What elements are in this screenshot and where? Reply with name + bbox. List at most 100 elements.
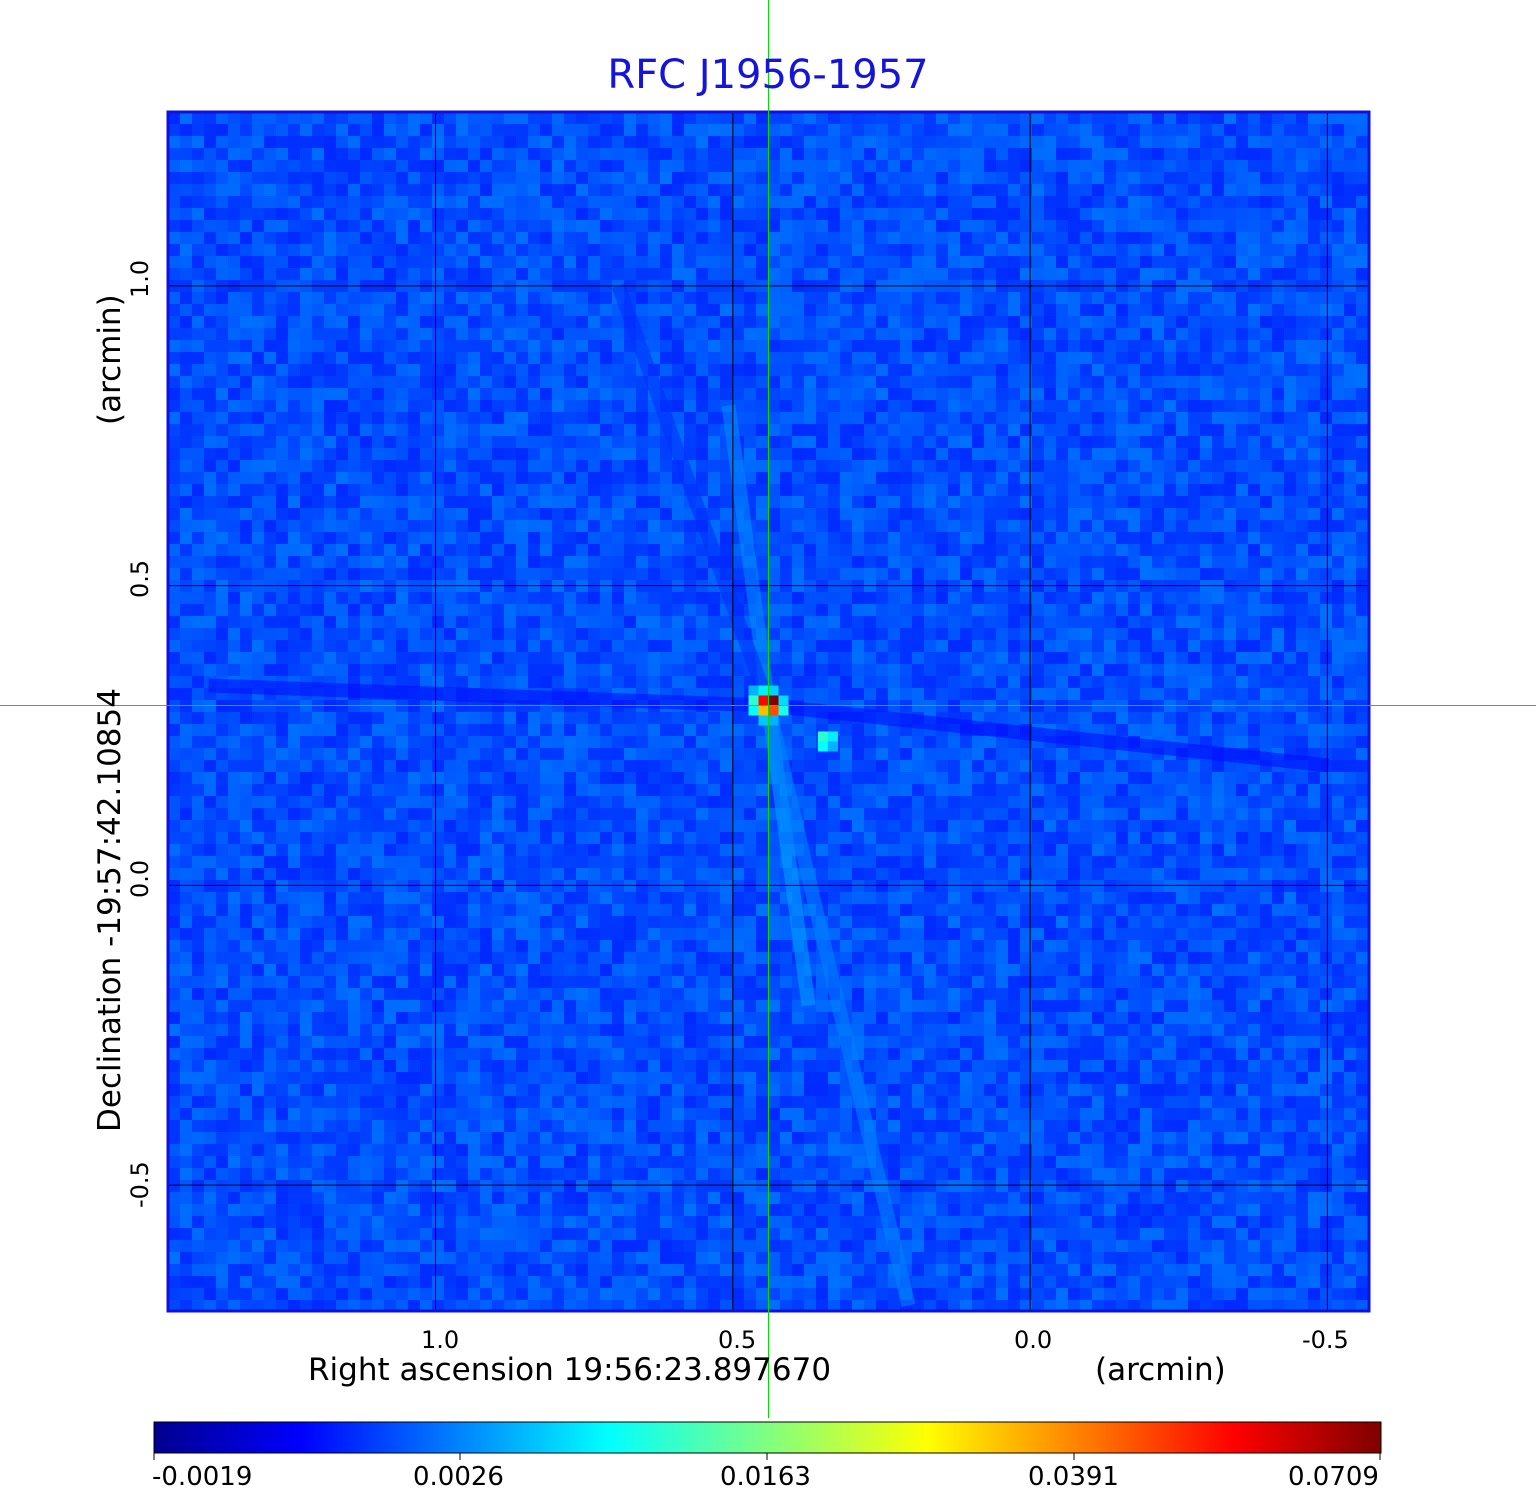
map-pixel: [780, 628, 792, 640]
map-pixel: [1296, 184, 1308, 196]
map-pixel: [288, 292, 300, 304]
map-pixel: [372, 340, 384, 352]
map-pixel: [168, 496, 180, 508]
map-pixel: [228, 196, 240, 208]
map-pixel: [228, 172, 240, 184]
map-pixel: [732, 136, 744, 148]
map-pixel: [1020, 292, 1032, 304]
map-pixel: [1164, 112, 1176, 124]
map-pixel: [1056, 604, 1068, 616]
map-pixel: [756, 208, 768, 220]
map-pixel: [588, 556, 600, 568]
map-pixel: [204, 388, 216, 400]
map-pixel: [816, 424, 828, 436]
map-pixel: [252, 160, 264, 172]
map-pixel: [348, 340, 360, 352]
map-pixel: [828, 604, 840, 616]
map-pixel: [528, 112, 540, 124]
map-pixel: [636, 196, 648, 208]
map-pixel: [1236, 592, 1248, 604]
map-pixel: [672, 328, 684, 340]
map-pixel: [1356, 640, 1368, 652]
map-pixel: [204, 136, 216, 148]
map-pixel: [408, 244, 420, 256]
map-pixel: [1080, 460, 1092, 472]
map-pixel: [840, 328, 852, 340]
map-pixel: [456, 388, 468, 400]
map-pixel: [228, 664, 240, 676]
map-pixel: [720, 244, 732, 256]
map-pixel: [372, 232, 384, 244]
map-pixel: [1164, 544, 1176, 556]
map-pixel: [1356, 256, 1368, 268]
map-pixel: [756, 568, 768, 580]
map-pixel: [1356, 424, 1368, 436]
map-pixel: [828, 376, 840, 388]
map-pixel: [996, 364, 1008, 376]
map-pixel: [348, 292, 360, 304]
map-pixel: [1344, 496, 1356, 508]
map-pixel: [216, 256, 228, 268]
map-pixel: [192, 352, 204, 364]
map-pixel: [588, 316, 600, 328]
map-pixel: [168, 484, 180, 496]
map-pixel: [1320, 628, 1332, 640]
map-pixel: [1020, 676, 1032, 688]
map-pixel: [828, 496, 840, 508]
map-pixel: [1068, 148, 1080, 160]
map-pixel: [408, 184, 420, 196]
map-pixel: [1044, 508, 1056, 520]
map-pixel: [744, 256, 756, 268]
map-pixel: [912, 328, 924, 340]
map-pixel: [1296, 232, 1308, 244]
map-pixel: [1224, 652, 1236, 664]
map-pixel: [696, 592, 708, 604]
map-pixel: [804, 196, 816, 208]
map-pixel: [1320, 124, 1332, 136]
map-pixel: [984, 688, 996, 700]
map-pixel: [1104, 172, 1116, 184]
map-pixel: [1212, 208, 1224, 220]
map-pixel: [480, 652, 492, 664]
map-pixel: [1296, 388, 1308, 400]
map-pixel: [1092, 244, 1104, 256]
map-pixel: [768, 220, 780, 232]
map-pixel: [276, 484, 288, 496]
map-pixel: [588, 400, 600, 412]
map-pixel: [1080, 376, 1092, 388]
map-pixel: [780, 412, 792, 424]
map-pixel: [1032, 376, 1044, 388]
map-pixel: [516, 112, 528, 124]
map-pixel: [348, 136, 360, 148]
map-pixel: [1152, 544, 1164, 556]
map-pixel: [708, 340, 720, 352]
map-pixel: [768, 304, 780, 316]
map-pixel: [1080, 556, 1092, 568]
map-pixel: [960, 244, 972, 256]
map-pixel: [1080, 640, 1092, 652]
map-pixel: [792, 184, 804, 196]
map-pixel: [396, 496, 408, 508]
map-pixel: [1044, 256, 1056, 268]
map-pixel: [852, 148, 864, 160]
map-pixel: [552, 532, 564, 544]
map-pixel: [216, 172, 228, 184]
map-pixel: [636, 184, 648, 196]
map-pixel: [240, 340, 252, 352]
map-pixel: [816, 628, 828, 640]
map-pixel: [288, 196, 300, 208]
map-pixel: [540, 292, 552, 304]
map-pixel: [1212, 388, 1224, 400]
map-pixel: [624, 604, 636, 616]
map-pixel: [792, 664, 804, 676]
map-pixel: [1212, 604, 1224, 616]
map-pixel: [1152, 532, 1164, 544]
map-pixel: [912, 316, 924, 328]
map-pixel: [1068, 292, 1080, 304]
map-pixel: [1224, 220, 1236, 232]
map-pixel: [900, 688, 912, 700]
map-pixel: [1272, 424, 1284, 436]
map-pixel: [576, 652, 588, 664]
map-pixel: [1008, 316, 1020, 328]
map-pixel: [1224, 532, 1236, 544]
